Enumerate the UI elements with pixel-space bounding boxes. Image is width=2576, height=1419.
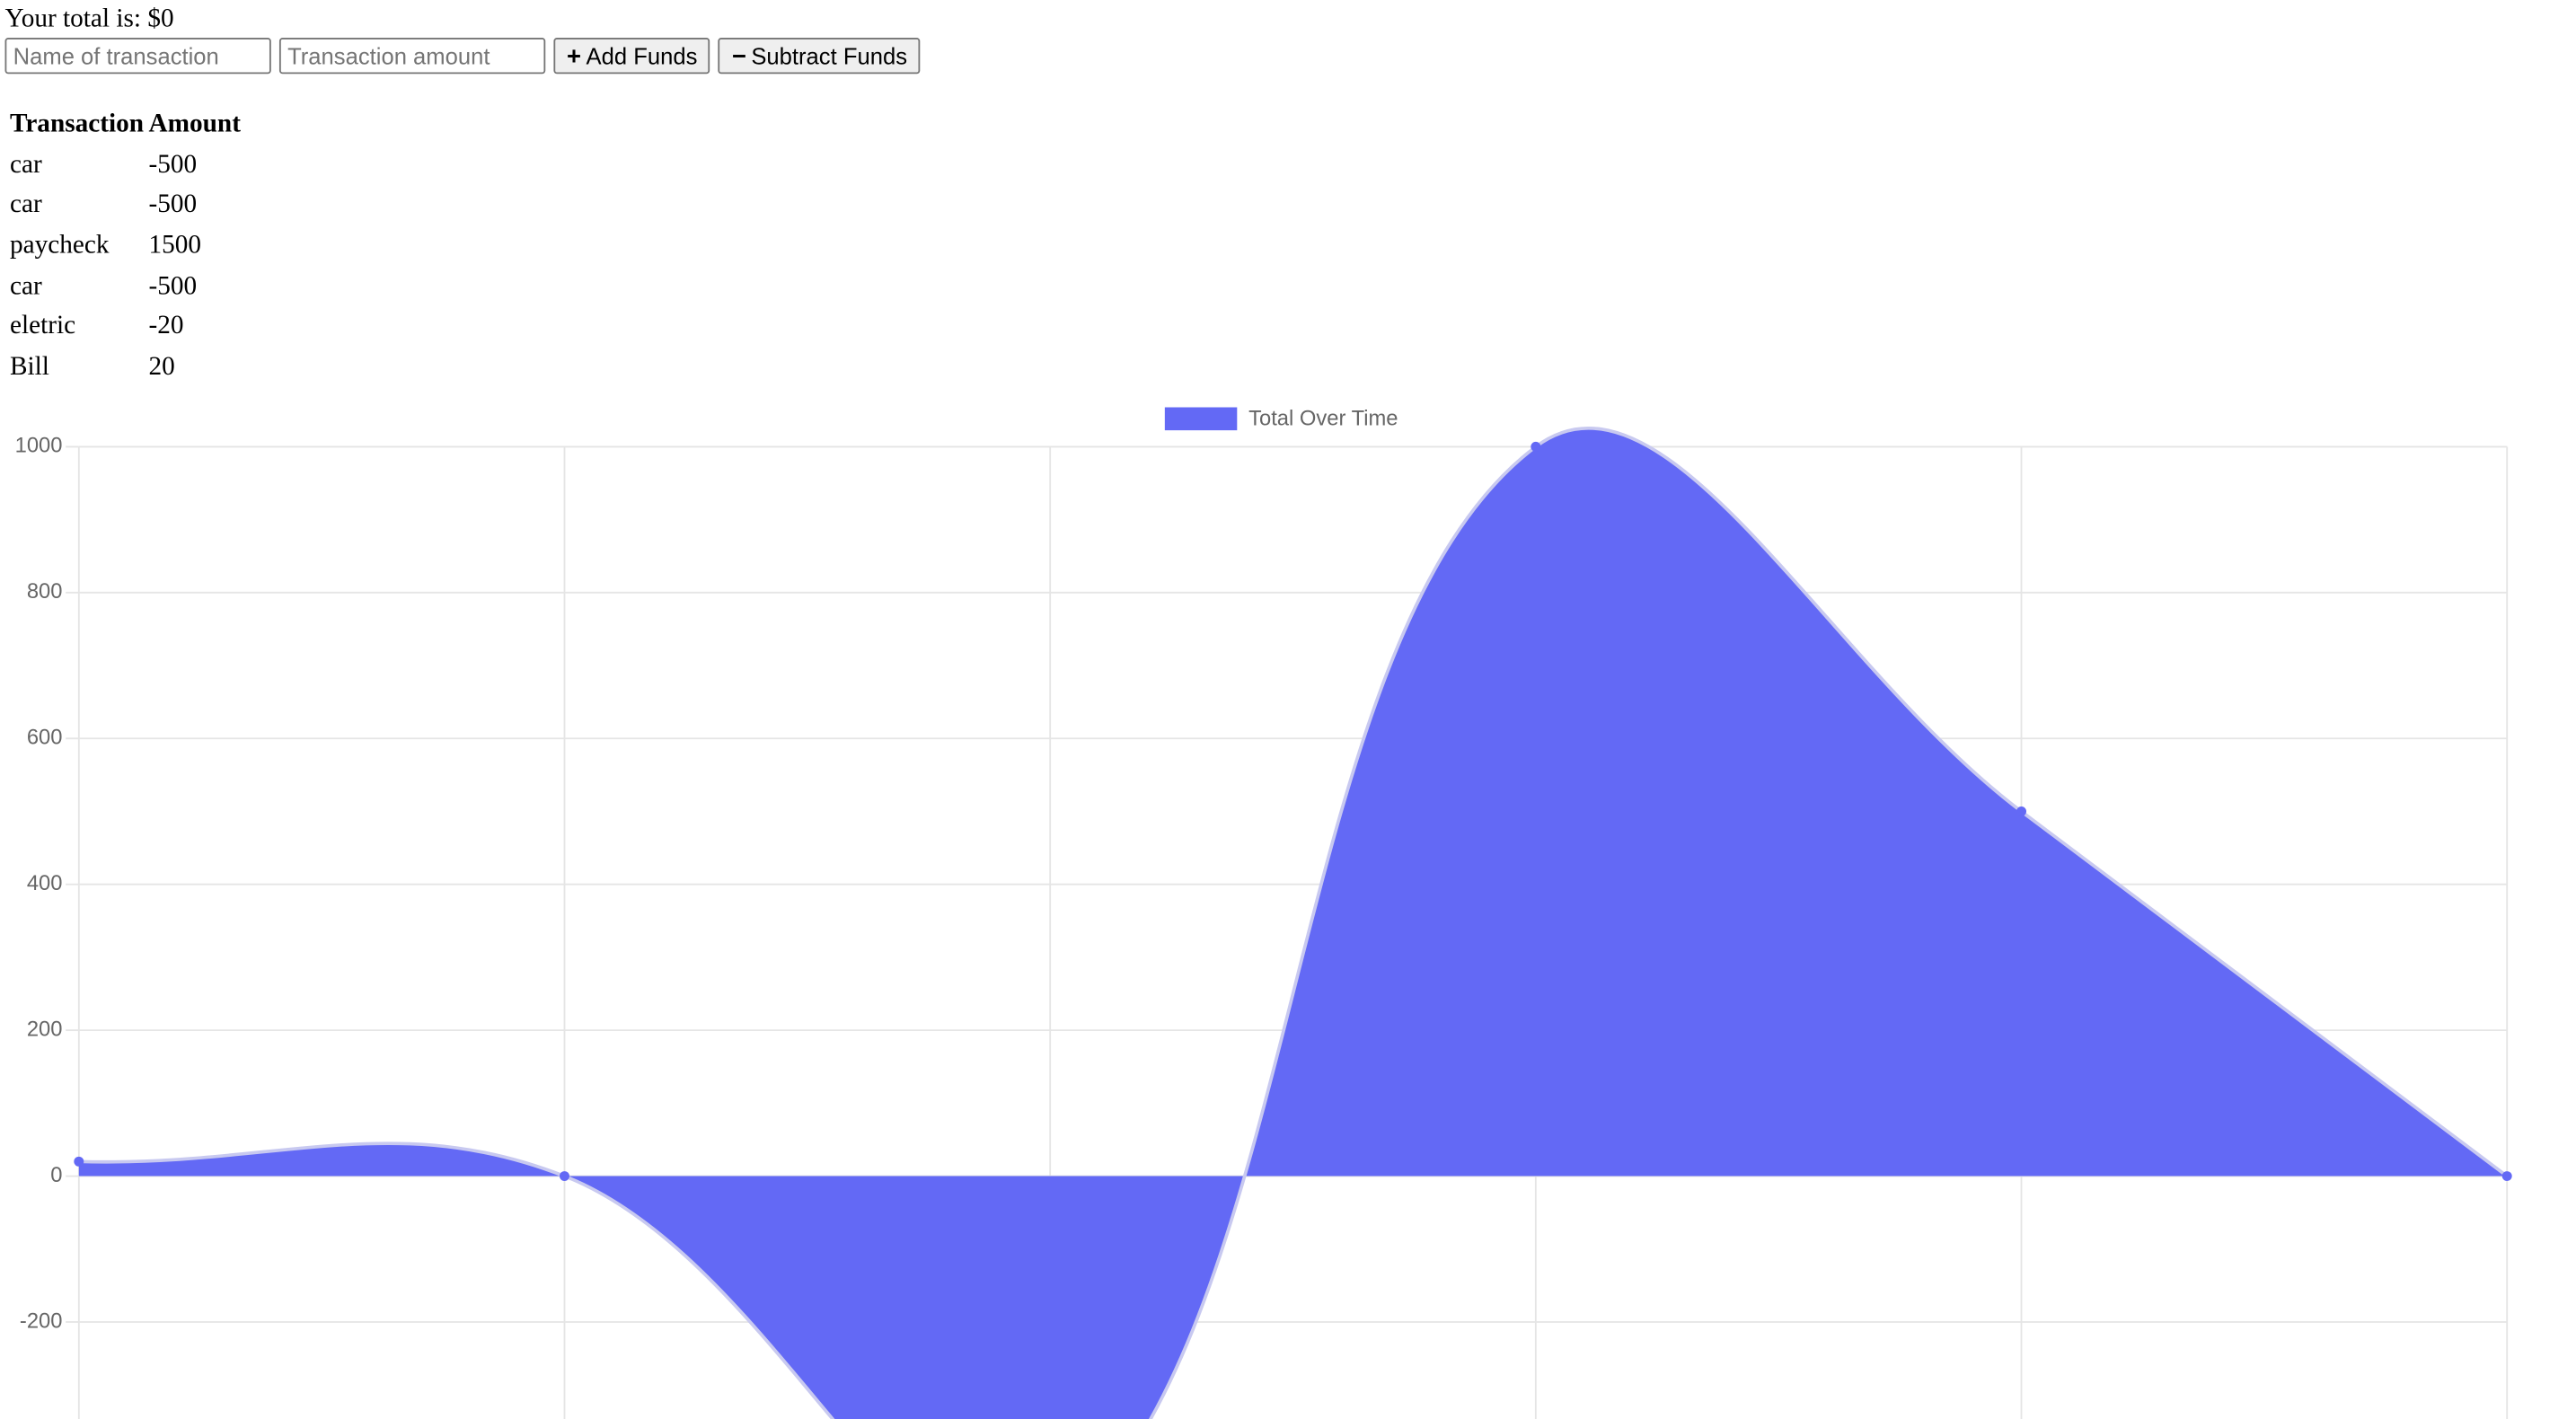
table-row: car -500 <box>8 267 241 307</box>
legend-swatch <box>1164 407 1238 431</box>
point <box>74 1156 84 1167</box>
table-cell: car <box>9 271 42 301</box>
table-row: eletric -20 <box>8 307 241 348</box>
subtract-button[interactable]: − Subtract Funds <box>719 38 921 75</box>
header-cell: Transaction <box>9 110 145 139</box>
y-tick-label: 200 <box>27 1017 63 1041</box>
table-cell: paycheck <box>9 231 110 260</box>
table-row: Bill 20 <box>8 348 241 388</box>
y-tick-label: 400 <box>27 871 63 895</box>
add-button[interactable]: + Add Funds <box>553 38 711 75</box>
table-cell: -500 <box>148 151 198 180</box>
header-cell: Amount <box>148 110 241 139</box>
chart: -200 0 200 400 600 800 1000 Total Over Time <box>15 407 2512 1419</box>
y-tick-label: -200 <box>20 1309 63 1333</box>
y-tick-label: 600 <box>27 726 63 750</box>
y-tick-label: 800 <box>27 579 63 604</box>
table-row: paycheck 1500 <box>8 226 241 267</box>
total-label: Your total is: $0 <box>4 4 174 33</box>
amount-input[interactable] <box>278 38 546 75</box>
table-cell: car <box>9 151 42 180</box>
point <box>2501 1171 2512 1182</box>
table-cell: eletric <box>9 312 76 341</box>
table-cell: -500 <box>148 271 198 301</box>
transactions-table: Transaction Amount car -500 car -500 paycheck 1… <box>4 105 243 388</box>
area-fill <box>78 427 2508 1419</box>
point <box>2016 806 2027 816</box>
name-input[interactable] <box>4 38 271 75</box>
y-tick-label: 0 <box>50 1163 62 1187</box>
table-row: car -500 <box>8 145 241 186</box>
point <box>559 1171 569 1182</box>
form: +Add Funds −Subtract Funds <box>4 38 921 75</box>
table-cell: -500 <box>148 191 198 220</box>
table-cell: -20 <box>148 312 184 341</box>
y-tick-label: 1000 <box>15 434 63 458</box>
table-cell: car <box>9 191 42 220</box>
table-row: car -500 <box>8 186 241 226</box>
add-label: Add Funds <box>586 42 698 69</box>
legend-label: Total Over Time <box>1248 407 1398 431</box>
table-cell: 1500 <box>148 231 202 260</box>
table-cell: 20 <box>148 352 175 382</box>
table-cell: Bill <box>9 352 49 382</box>
point <box>1531 441 1541 452</box>
subtract-label: Subtract Funds <box>751 42 908 69</box>
